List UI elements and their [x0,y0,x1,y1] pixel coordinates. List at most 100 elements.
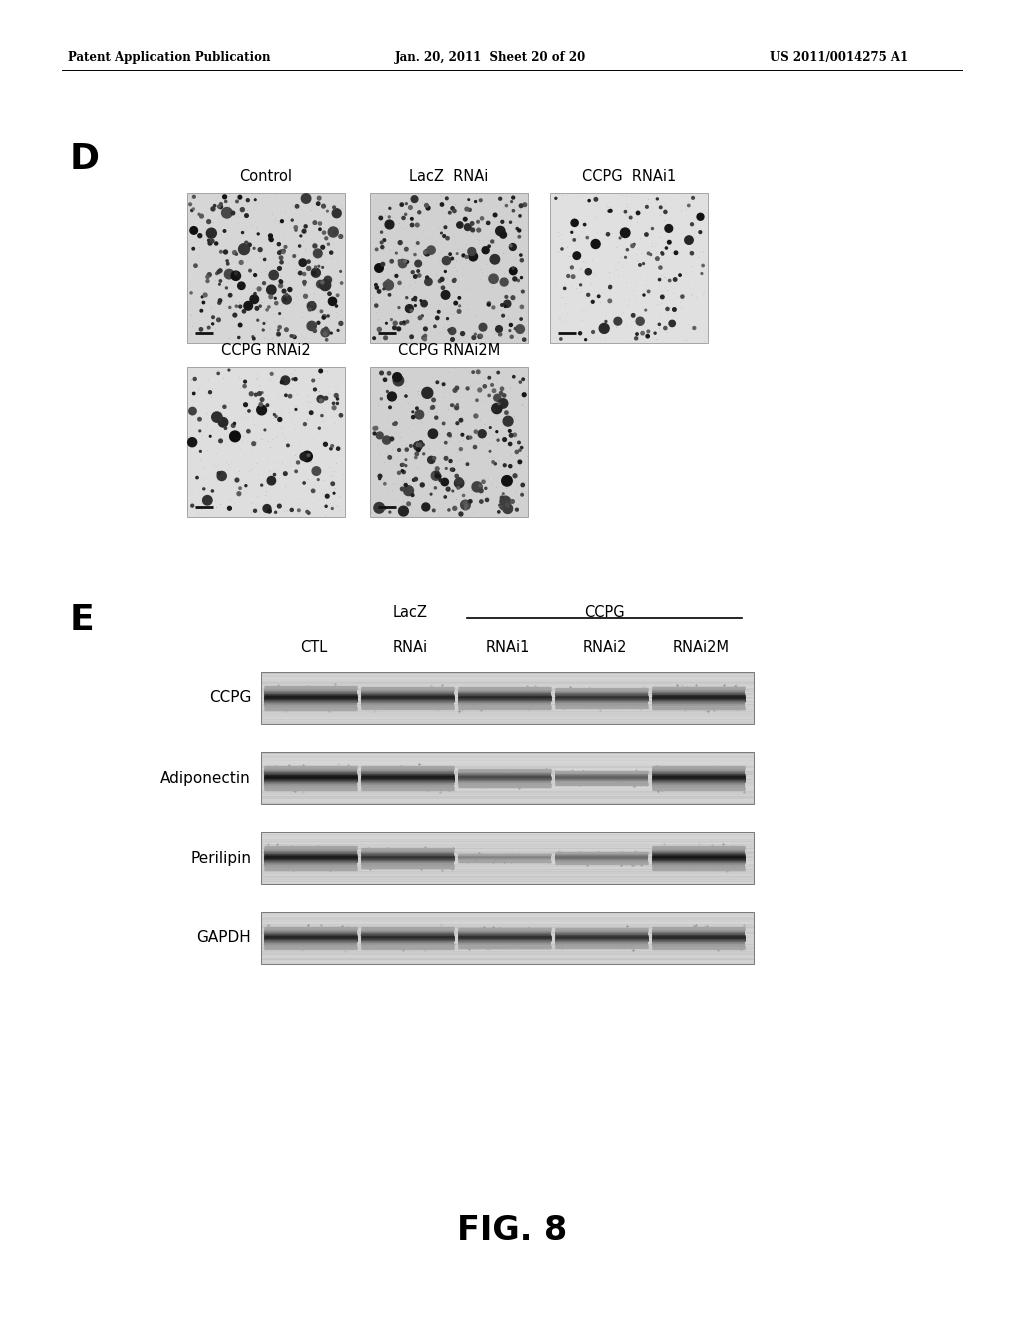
Circle shape [424,249,430,256]
Circle shape [520,253,522,256]
Circle shape [424,251,427,253]
Circle shape [258,392,261,396]
Circle shape [340,271,341,272]
Circle shape [402,321,406,325]
Circle shape [228,370,229,371]
Text: GAPDH: GAPDH [197,931,251,945]
Circle shape [332,405,336,409]
Circle shape [633,243,635,246]
Circle shape [447,329,451,331]
Circle shape [460,447,462,450]
Circle shape [381,263,385,267]
Circle shape [285,395,287,396]
Circle shape [239,244,250,255]
Circle shape [509,244,516,251]
Circle shape [270,372,273,375]
Text: CCPG: CCPG [209,690,251,705]
Circle shape [407,502,411,506]
Circle shape [257,405,266,414]
Circle shape [459,305,461,306]
Circle shape [307,267,310,271]
Circle shape [393,321,397,325]
Circle shape [314,265,316,268]
Circle shape [323,231,326,234]
Circle shape [518,461,521,463]
Circle shape [242,231,244,234]
Circle shape [505,205,508,207]
Circle shape [193,247,195,249]
Circle shape [478,430,486,438]
Circle shape [254,199,256,201]
Circle shape [328,243,330,246]
Circle shape [503,463,506,467]
Circle shape [279,284,283,288]
Circle shape [332,507,333,510]
Circle shape [318,428,321,429]
Circle shape [397,327,400,331]
Circle shape [415,305,417,306]
Circle shape [496,326,503,333]
Circle shape [216,272,218,275]
Circle shape [599,323,609,334]
Circle shape [196,477,199,479]
Circle shape [287,444,289,446]
Circle shape [512,210,514,213]
Circle shape [317,321,319,325]
Text: CTL: CTL [300,640,327,655]
Circle shape [505,411,508,414]
Circle shape [505,296,508,298]
Circle shape [388,216,390,218]
Circle shape [310,302,314,305]
Circle shape [274,511,276,513]
Circle shape [401,470,403,471]
Circle shape [386,391,388,392]
Circle shape [424,334,427,338]
Circle shape [387,392,396,401]
Circle shape [513,474,517,478]
Circle shape [269,271,279,280]
Circle shape [464,502,467,504]
Circle shape [333,206,336,209]
Circle shape [303,272,306,276]
Circle shape [202,301,205,304]
Circle shape [458,310,461,313]
Circle shape [295,470,297,473]
Circle shape [190,210,193,211]
Circle shape [674,277,677,281]
Circle shape [406,305,414,313]
Circle shape [318,228,322,231]
Circle shape [219,440,222,442]
Circle shape [496,226,505,236]
Circle shape [333,492,335,494]
Circle shape [388,455,391,459]
Circle shape [269,294,272,298]
Circle shape [522,338,526,341]
Circle shape [425,279,432,285]
Circle shape [218,269,222,272]
Circle shape [208,242,212,246]
Circle shape [444,226,446,228]
Circle shape [441,478,449,486]
Circle shape [584,223,586,226]
Circle shape [300,235,302,236]
Circle shape [500,393,503,396]
Circle shape [291,219,293,222]
Circle shape [431,471,440,480]
Circle shape [499,333,502,335]
Circle shape [500,392,503,395]
Circle shape [217,471,220,475]
Circle shape [303,281,306,284]
Circle shape [467,436,470,440]
Text: E: E [70,603,95,638]
Circle shape [570,265,573,269]
Circle shape [656,198,658,199]
Circle shape [254,293,256,294]
Circle shape [321,414,323,417]
Circle shape [586,236,589,239]
Circle shape [420,300,422,301]
Circle shape [439,479,442,482]
Circle shape [203,495,212,506]
Circle shape [571,219,579,227]
Circle shape [259,305,261,308]
Circle shape [466,387,469,389]
